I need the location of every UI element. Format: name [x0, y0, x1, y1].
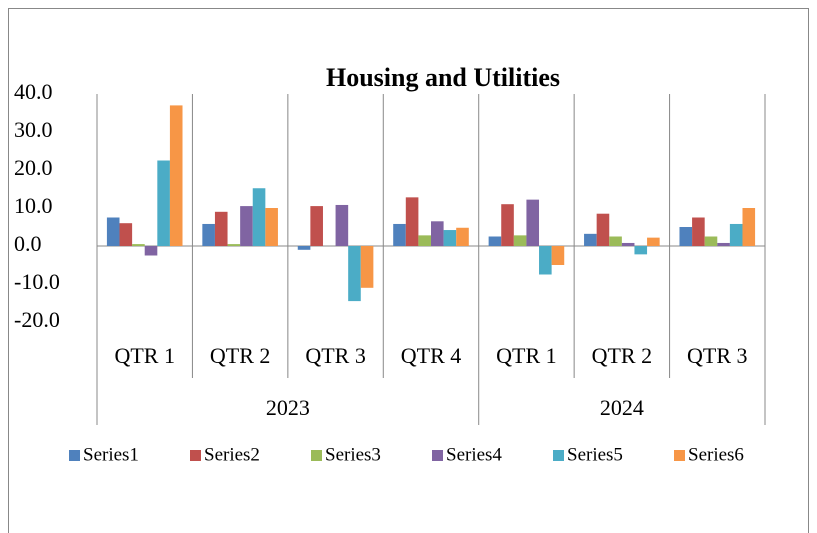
bar	[132, 244, 145, 246]
y-tick-label: 0.0	[14, 231, 42, 256]
x-tick-label: QTR 4	[401, 343, 462, 368]
bar	[348, 246, 361, 302]
group-label: 2024	[600, 395, 644, 420]
bar	[202, 223, 215, 246]
bar	[729, 223, 743, 246]
bar	[551, 246, 565, 265]
bar	[596, 213, 610, 246]
bar	[647, 237, 660, 246]
chart-title: Housing and Utilities	[326, 63, 560, 92]
legend-swatch	[311, 450, 322, 461]
legend-label: Series1	[83, 444, 139, 465]
bar	[584, 233, 597, 246]
y-tick-label: 20.0	[14, 155, 53, 180]
group-label: 2023	[266, 395, 310, 420]
bar	[335, 204, 349, 246]
legend-swatch	[432, 450, 443, 461]
bar	[443, 230, 457, 246]
bar	[297, 246, 311, 250]
bar	[360, 246, 374, 288]
legend-label: Series3	[325, 444, 381, 465]
bar	[679, 227, 693, 246]
legend-swatch	[69, 450, 80, 461]
bar	[405, 197, 419, 246]
bar	[501, 204, 514, 246]
x-tick-label: QTR 3	[305, 343, 366, 368]
y-tick-label: -20.0	[14, 307, 60, 332]
chart-frame	[8, 8, 809, 533]
bar	[119, 223, 133, 246]
bar	[265, 208, 278, 246]
bar	[227, 244, 241, 246]
legend-label: Series6	[688, 444, 744, 465]
legend-label: Series4	[446, 444, 502, 465]
legend-swatch	[674, 450, 685, 461]
legend-label: Series2	[204, 444, 260, 465]
bar	[456, 227, 469, 246]
bar	[144, 246, 158, 256]
bar	[106, 217, 120, 246]
bar	[704, 236, 718, 246]
y-tick-label: 40.0	[14, 79, 53, 104]
bar	[609, 236, 622, 246]
legend-swatch	[553, 450, 564, 461]
legend-swatch	[190, 450, 201, 461]
bar	[310, 206, 323, 246]
x-tick-label: QTR 2	[210, 343, 271, 368]
bar	[418, 235, 431, 246]
x-tick-label: QTR 1	[114, 343, 175, 368]
y-tick-label: 30.0	[14, 117, 53, 142]
x-tick-label: QTR 1	[496, 343, 557, 368]
bar	[431, 221, 444, 246]
bar	[157, 160, 170, 246]
bar	[169, 105, 183, 247]
y-tick-label: 10.0	[14, 193, 53, 218]
bar	[252, 188, 266, 246]
bar	[539, 246, 552, 275]
bar	[488, 236, 502, 246]
y-tick-label: -10.0	[14, 269, 60, 294]
x-tick-label: QTR 3	[687, 343, 748, 368]
bar	[621, 242, 635, 246]
bar	[393, 223, 406, 246]
x-tick-label: QTR 2	[592, 343, 653, 368]
bar	[526, 199, 540, 246]
bar	[513, 235, 527, 246]
bar	[634, 246, 648, 255]
bar	[692, 217, 705, 246]
bar	[742, 208, 756, 246]
bar	[214, 211, 228, 246]
bar	[717, 242, 730, 246]
bar	[240, 206, 253, 246]
legend-label: Series5	[567, 444, 623, 465]
